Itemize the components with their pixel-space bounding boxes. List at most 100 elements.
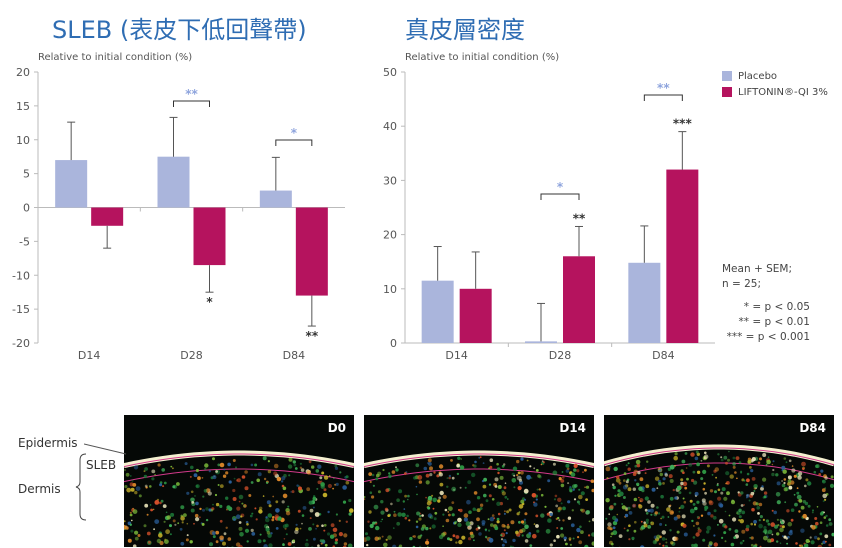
speckle [292,460,296,464]
speckle [578,488,581,491]
speckle [681,459,686,464]
speckle [180,505,185,510]
speckle [288,474,291,477]
speckle [661,537,666,541]
speckle [447,537,450,541]
speckle [212,535,216,539]
speckle [482,484,487,489]
speckle [667,516,670,518]
speckle [504,495,508,499]
speckle [144,503,149,508]
significance-bracket [643,94,683,101]
speckle [611,542,614,546]
speckle [180,541,185,546]
speckle [409,536,413,541]
speckle [349,508,354,513]
speckle [154,519,160,524]
speckle [267,533,272,538]
speckle [295,523,298,526]
speckle [488,537,494,543]
speckle [309,517,312,520]
speckle [785,537,788,540]
speckle [292,539,296,543]
x-tick-label: D28 [180,349,202,362]
speckle [208,470,211,473]
speckle [369,491,373,494]
speckle [147,540,151,544]
speckle [365,532,368,536]
speckle [154,473,156,476]
y-tick-label: -10 [12,269,30,282]
speckle [572,488,575,491]
speckle [616,513,619,516]
speckle [406,514,409,518]
speckle [327,483,332,489]
speckle [223,532,227,536]
speckle [628,511,633,515]
speckle [773,510,777,515]
speckle [143,470,146,473]
speckle [538,488,541,491]
speckle [511,478,517,483]
speckle [582,471,584,474]
speckle [160,499,164,503]
speckle [696,470,701,474]
speckle [578,503,581,505]
legend: Placebo LIFTONIN®-QI 3% [722,68,828,100]
speckle [212,457,215,461]
speckle [770,522,775,527]
ultrasound-image-d0 [124,450,354,547]
speckle [696,462,700,467]
speckle [814,517,818,520]
speckle [319,476,323,480]
speckle [427,462,430,465]
speckle [728,527,732,531]
speckle [750,522,753,526]
speckle [812,509,814,512]
speckle [763,535,768,541]
speckle [497,471,500,475]
speckle [222,474,227,478]
speckle [438,534,444,540]
speckle [684,452,688,455]
significance-bracket [173,100,210,107]
speckle [468,537,472,541]
speckle [518,520,521,524]
speckle [266,530,271,535]
speckle [560,483,565,488]
speckle [779,524,783,528]
speckle [375,525,380,531]
speckle [323,523,327,527]
speckle [291,490,295,494]
speckle [476,496,481,500]
speckle [407,498,409,501]
speckle [729,474,734,479]
speckle [650,503,655,508]
speckle [267,460,270,463]
speckle [418,480,423,484]
speckle [639,500,642,503]
speckle [783,457,787,460]
speckle [556,527,559,529]
speckle [669,529,672,532]
speckle [714,490,717,494]
speckle [172,519,176,523]
speckle [265,527,270,532]
speckle [591,541,594,546]
bar-significance-label: *** [673,117,693,131]
speckle [503,463,506,466]
speckle [479,503,484,507]
speckle [592,518,594,522]
speckle [259,506,263,510]
speckle [124,469,126,471]
speckle [690,452,695,457]
speckle [181,521,184,524]
speckle [334,466,339,470]
speckle [798,471,803,476]
speckle [682,481,688,487]
speckle [232,459,236,462]
speckle [455,535,460,539]
speckle [388,474,392,479]
speckle [231,546,234,547]
speckle [417,475,423,480]
